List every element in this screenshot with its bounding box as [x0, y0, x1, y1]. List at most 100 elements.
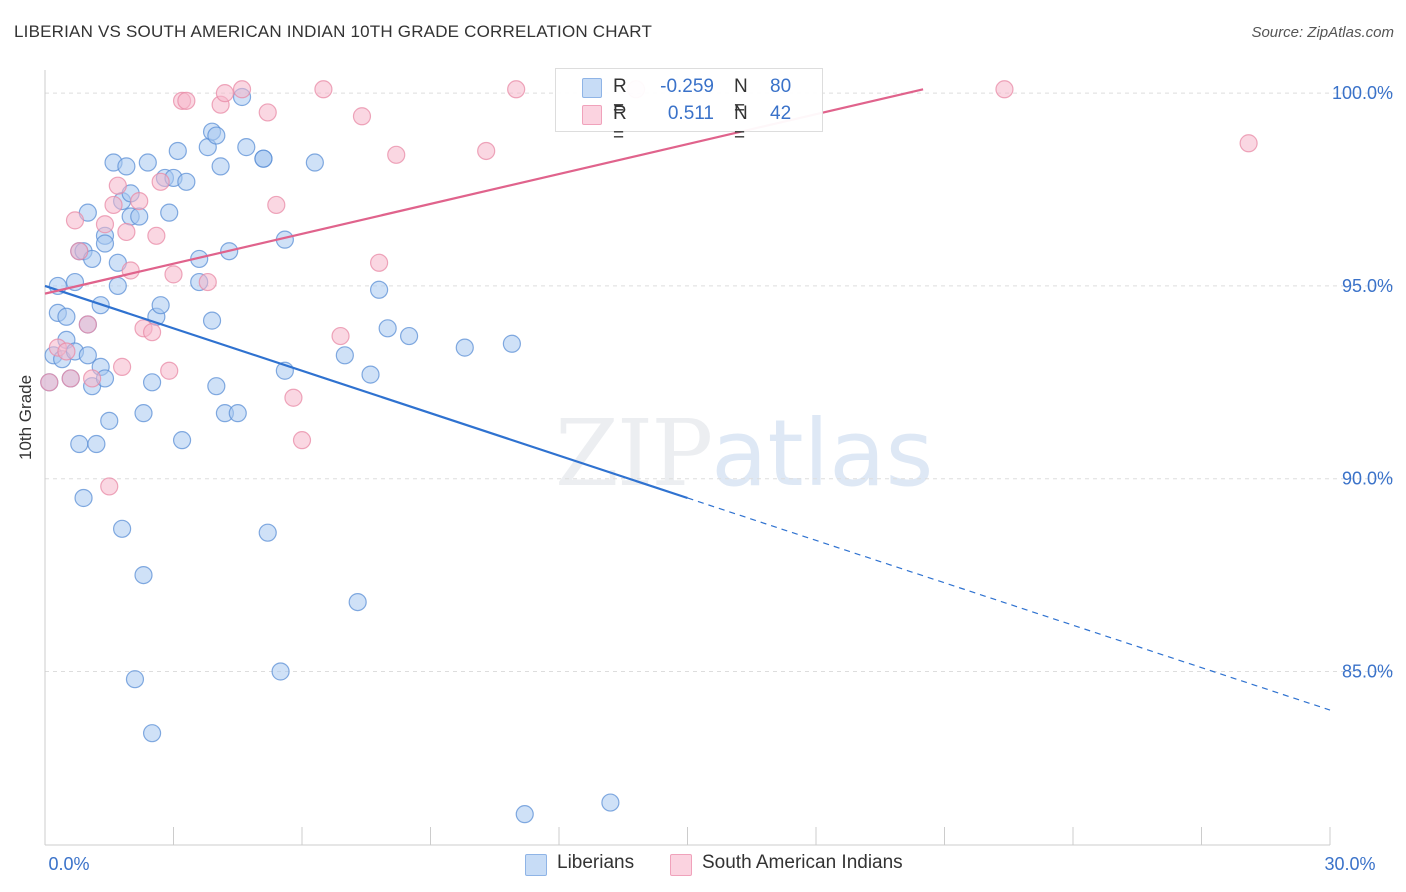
south-american-indians-point: [95, 215, 115, 234]
liberians-point: [172, 431, 192, 450]
south-american-indians-point: [198, 272, 217, 292]
south-american-indians-point: [164, 265, 183, 284]
liberians-point: [211, 157, 230, 176]
stats-swatch-liberians: [582, 78, 602, 98]
liberians-point: [134, 565, 153, 585]
liberians-point: [112, 519, 132, 538]
n-value: 42: [770, 103, 792, 124]
south-american-indians-point: [215, 84, 234, 103]
south-american-indians-point: [70, 242, 89, 261]
n-value: 80: [770, 76, 792, 97]
liberians-point: [202, 311, 222, 330]
n-label: N =: [734, 103, 748, 146]
liberians-point: [78, 346, 97, 365]
liberians-point: [151, 296, 170, 315]
south-american-indians-point: [130, 191, 149, 211]
south-american-indians-point: [1239, 134, 1258, 153]
y-tick-label: 85.0%: [1342, 661, 1393, 681]
south-american-indians-point: [507, 80, 526, 99]
stats-swatch-south-american-indians: [582, 105, 602, 125]
liberians-point: [254, 149, 273, 168]
liberians-point: [271, 662, 290, 681]
liberians-point: [258, 523, 277, 542]
south-american-indians-point: [147, 226, 166, 245]
south-american-indians-point: [284, 388, 303, 407]
liberians-point: [378, 319, 397, 338]
liberians-point: [134, 404, 153, 423]
legend-label-south-american-indians: South American Indians: [702, 852, 903, 873]
south-american-indians-point: [65, 211, 85, 230]
south-american-indians-point: [40, 373, 59, 392]
r-label: R =: [613, 103, 627, 146]
liberians-point: [237, 138, 256, 157]
south-american-indians-point: [314, 80, 333, 99]
liberians-point: [142, 373, 162, 392]
south-american-indians-point: [292, 431, 312, 450]
liberians-point: [74, 488, 93, 508]
liberians-point: [515, 805, 534, 824]
legend-swatch-liberians: [525, 854, 547, 876]
south-american-indians-point: [160, 361, 179, 380]
south-american-indians-point: [151, 172, 170, 191]
liberians-point: [138, 153, 157, 172]
chart-title: LIBERIAN VS SOUTH AMERICAN INDIAN 10TH G…: [14, 22, 653, 41]
liberians-point: [228, 404, 247, 423]
liberians-point: [177, 172, 196, 191]
south-american-indians-point: [477, 141, 496, 161]
liberians-point: [335, 346, 354, 365]
south-american-indians-point: [232, 80, 252, 99]
liberians-point: [168, 141, 187, 161]
watermark: ZIPatlas: [555, 400, 934, 507]
r-label: R =: [613, 76, 627, 119]
liberians-point: [117, 157, 136, 176]
source-label: Source: ZipAtlas.com: [1251, 24, 1394, 41]
watermark-zip: ZIP: [555, 400, 713, 507]
liberians-point: [100, 411, 119, 430]
liberians-point: [370, 280, 389, 299]
south-american-indians-point: [370, 253, 389, 272]
liberians-point: [95, 234, 115, 253]
south-american-indians-point: [387, 145, 406, 164]
liberians-trend-line: [44, 284, 688, 500]
south-american-indians-point: [121, 261, 140, 280]
south-american-indians-point: [112, 357, 132, 376]
liberians-point: [502, 334, 521, 353]
liberians-point: [207, 377, 226, 396]
south-american-indians-point: [267, 195, 286, 215]
legend: Liberians South American Indians: [0, 852, 1406, 878]
liberians-point: [207, 126, 226, 145]
liberians-point: [160, 203, 179, 222]
liberians-point: [57, 307, 76, 326]
legend-swatch-south-american-indians: [670, 854, 692, 876]
x-tick-label: 0.0%: [48, 854, 89, 874]
liberians-point: [108, 276, 127, 296]
south-american-indians-point: [352, 107, 372, 126]
south-american-indians-point: [142, 323, 162, 342]
liberians-point: [455, 338, 474, 357]
y-tick-label: 100.0%: [1332, 83, 1393, 103]
watermark-atlas: atlas: [711, 400, 934, 507]
south-american-indians-point: [61, 369, 80, 388]
liberians-point: [305, 153, 324, 172]
south-american-indians-point: [100, 477, 119, 496]
liberians-point: [125, 670, 145, 689]
x-tick-label: 30.0%: [1324, 854, 1375, 874]
south-american-indians-point: [108, 176, 127, 195]
r-value: -0.259: [660, 76, 714, 97]
y-tick-label: 90.0%: [1342, 469, 1393, 489]
liberians-point: [399, 326, 419, 346]
south-american-indians-point: [78, 315, 97, 334]
south-american-indians-point: [83, 369, 102, 388]
liberians-point: [361, 365, 380, 384]
south-american-indians-point: [57, 342, 76, 361]
south-american-indians-point: [177, 91, 196, 110]
south-american-indians-point: [258, 103, 277, 122]
liberians-point: [130, 207, 149, 226]
south-american-indians-point: [995, 80, 1014, 99]
south-american-indians-point: [104, 195, 123, 215]
liberians-point: [348, 592, 367, 612]
south-american-indians-point: [117, 222, 136, 242]
liberians-point: [70, 434, 89, 454]
south-american-indians-point: [331, 326, 350, 346]
